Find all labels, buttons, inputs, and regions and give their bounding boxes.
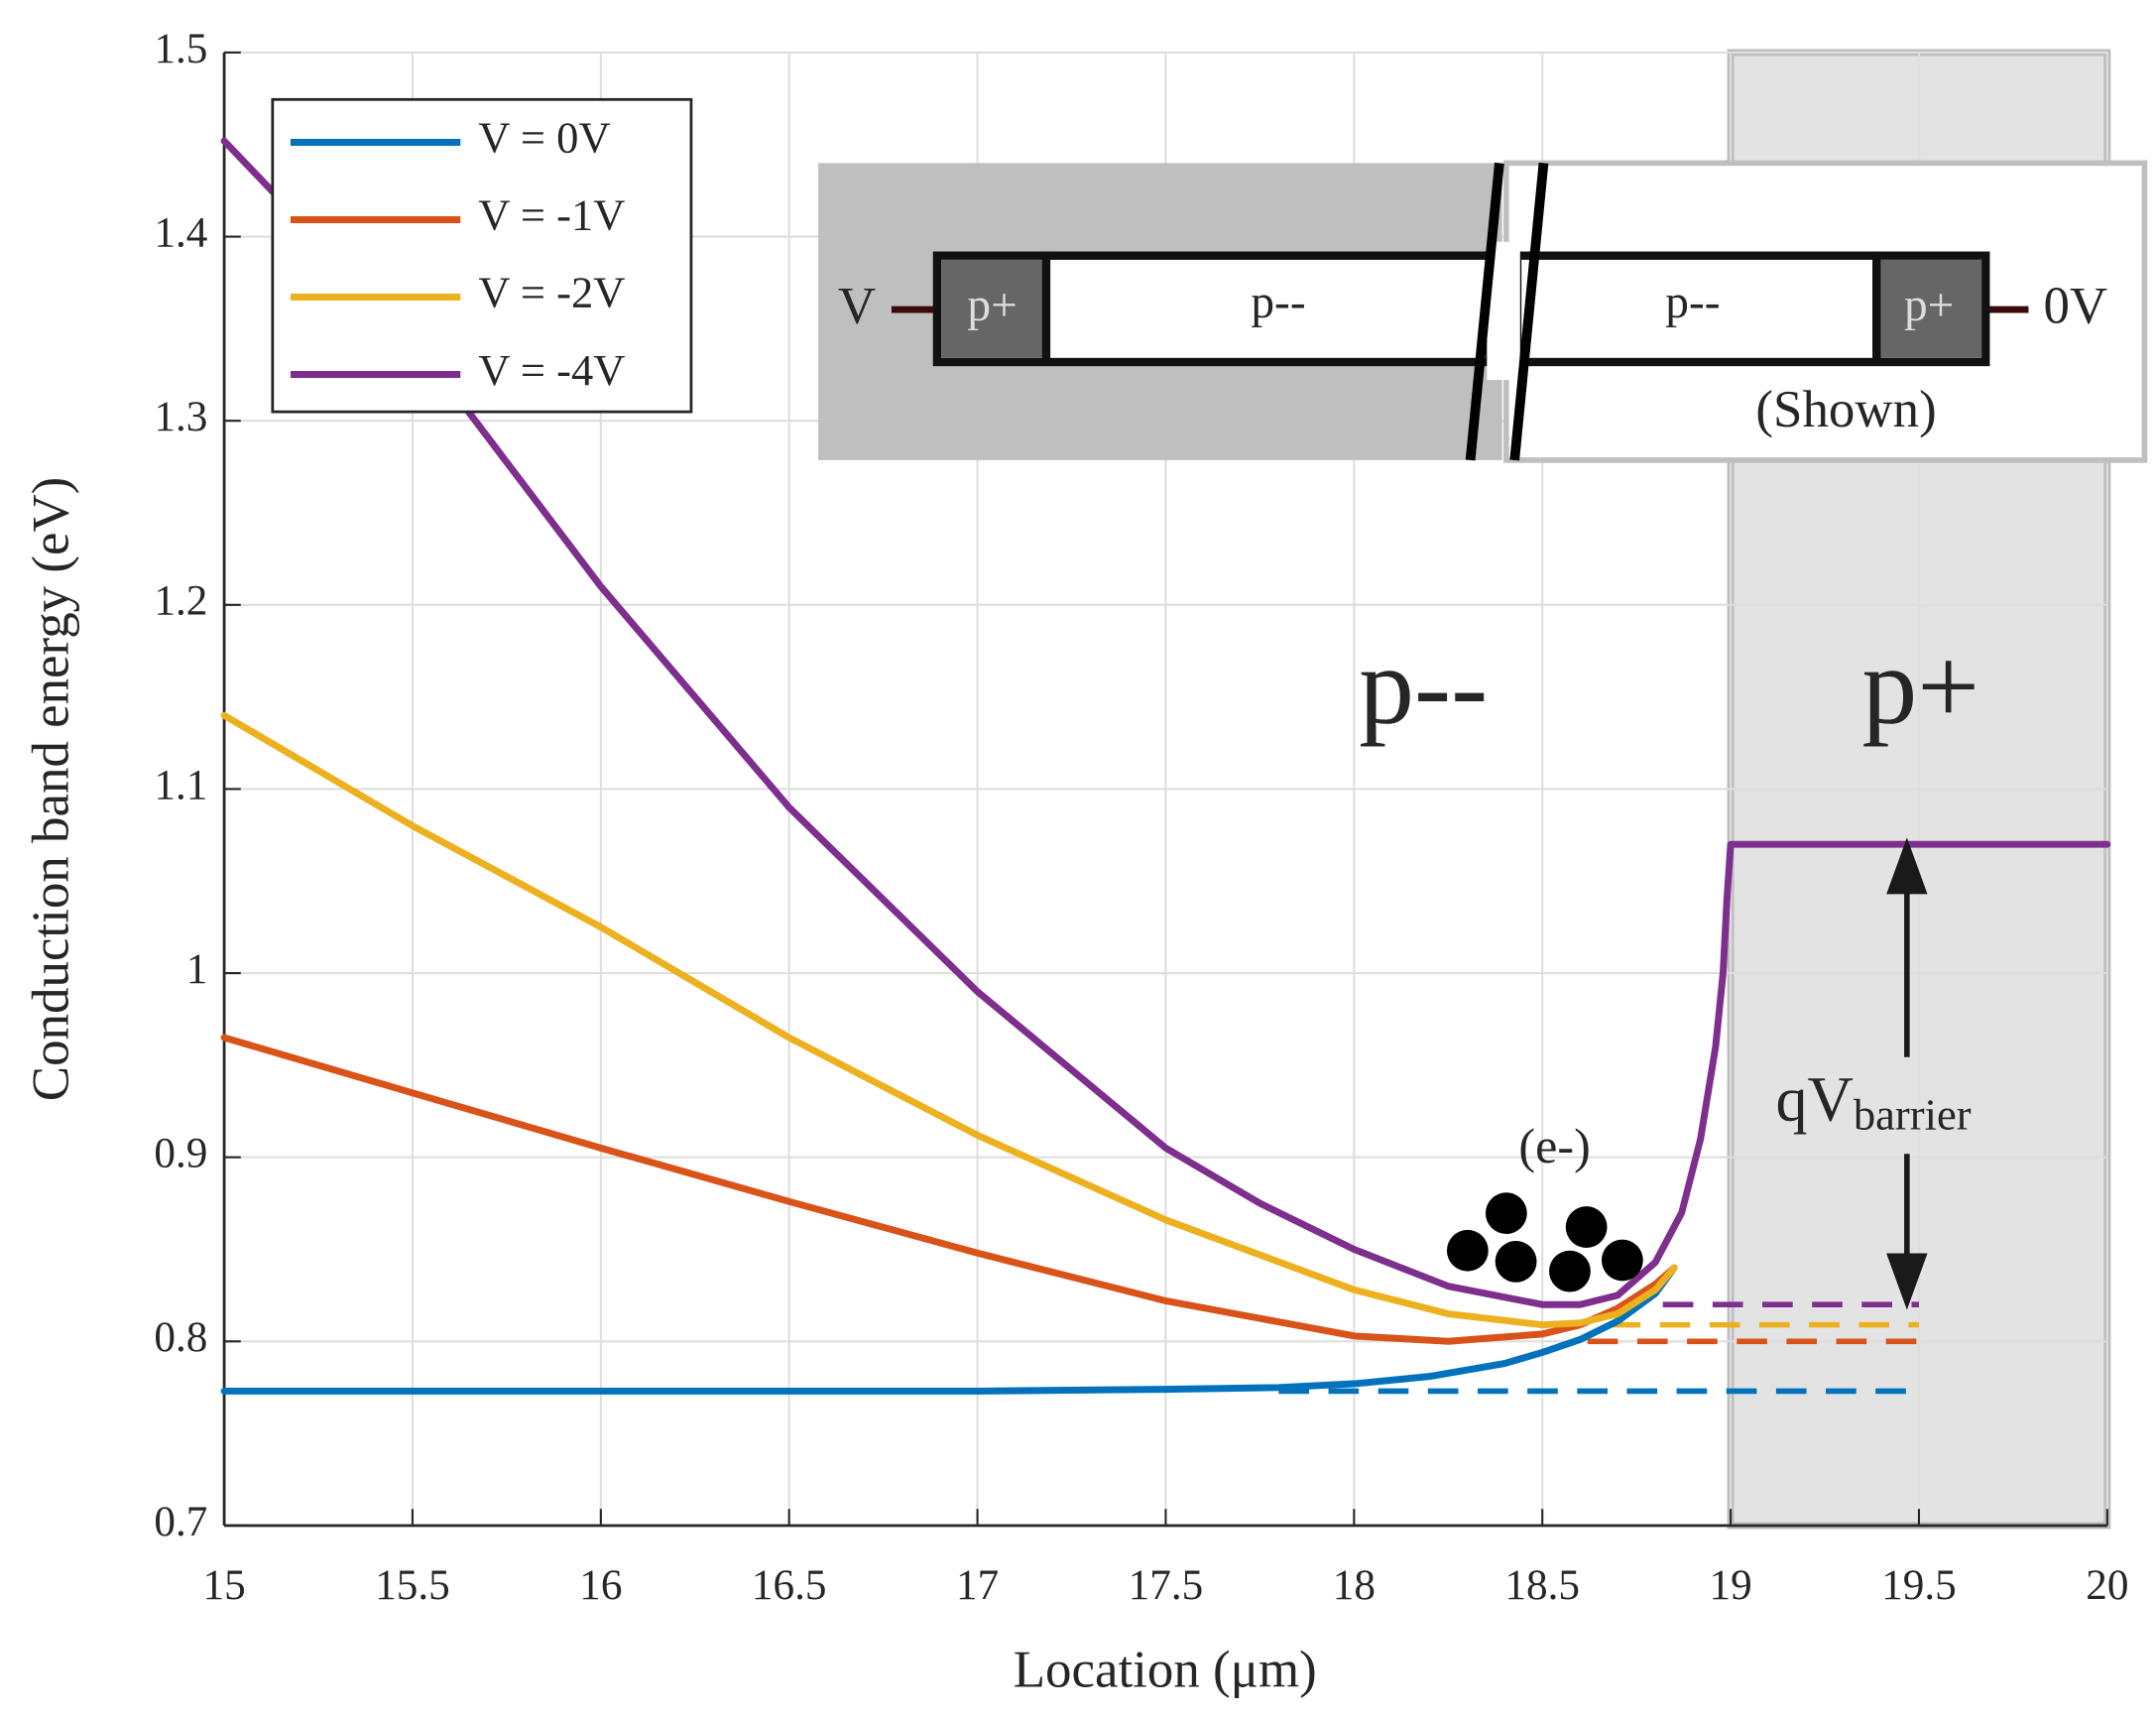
x-tick-label: 19 xyxy=(1710,1562,1752,1609)
inset-label: p+ xyxy=(967,280,1017,331)
x-tick-label: 17.5 xyxy=(1129,1562,1204,1609)
legend-label: V = 0V xyxy=(478,113,610,163)
y-tick-label: 1.2 xyxy=(154,578,207,625)
inset-label: p-- xyxy=(1665,277,1720,328)
x-tick-label: 18.5 xyxy=(1504,1562,1580,1609)
inset-label: V xyxy=(838,278,876,335)
x-tick-label: 16 xyxy=(579,1562,622,1609)
barrier-subscript: barrier xyxy=(1854,1090,1972,1140)
x-tick-label: 18 xyxy=(1333,1562,1376,1609)
inset: V p+ p-- p-- p+ 0V (Shown) xyxy=(818,160,2148,463)
legend-label: V = -2V xyxy=(478,268,625,317)
region-label: p+ xyxy=(1861,626,1979,748)
electron xyxy=(1485,1192,1527,1235)
lines-layer xyxy=(220,137,2111,1395)
break-mark xyxy=(1465,162,1504,461)
legend-label: V = -4V xyxy=(478,345,625,395)
y-tick-label: 1.3 xyxy=(154,394,207,440)
x-tick-label: 17 xyxy=(956,1562,999,1609)
inset-label: p+ xyxy=(1904,280,1954,331)
electron xyxy=(1549,1250,1591,1292)
x-tick-label: 20 xyxy=(2086,1562,2128,1609)
contact-left xyxy=(941,259,1046,358)
electron-label: (e-) xyxy=(1518,1118,1590,1173)
inset-caption: (Shown) xyxy=(1755,381,1936,438)
electron xyxy=(1565,1206,1608,1248)
y-tick-label: 0.7 xyxy=(154,1499,207,1545)
legend-label: V = -1V xyxy=(478,190,625,240)
inset-label: 0V xyxy=(2043,278,2107,335)
x-tick-label: 19.5 xyxy=(1881,1562,1957,1609)
x-tick-label: 15 xyxy=(202,1562,245,1609)
legend-box xyxy=(271,97,693,414)
arrow-head xyxy=(1886,837,1928,895)
electron xyxy=(1446,1229,1489,1272)
x-tick-label: 15.5 xyxy=(375,1562,450,1609)
y-tick-label: 1.4 xyxy=(154,209,207,256)
region-label: p-- xyxy=(1359,626,1488,748)
x-axis-label: Location (μm) xyxy=(1014,1642,1317,1699)
y-axis-label: Conduction band energy (eV) xyxy=(22,477,79,1102)
x-tick-label: 16.5 xyxy=(752,1562,827,1609)
barrier-main: qV xyxy=(1776,1063,1854,1134)
break-mark xyxy=(1509,162,1549,461)
y-tick-label: 0.9 xyxy=(154,1131,207,1177)
electron xyxy=(1495,1240,1537,1283)
electron xyxy=(1601,1239,1643,1282)
contact-right xyxy=(1876,259,1982,358)
y-tick-label: 1.5 xyxy=(154,26,207,72)
series-line xyxy=(220,137,2111,1308)
series-line xyxy=(220,711,1678,1329)
electrons xyxy=(1446,1192,1643,1292)
barrier-arrow xyxy=(1886,837,1928,1310)
y-tick-label: 0.8 xyxy=(154,1314,207,1361)
inset-label: p-- xyxy=(1251,277,1305,328)
arrow-head xyxy=(1886,1253,1928,1310)
barrier-label: qVbarrier xyxy=(1776,1063,1972,1139)
legend: V = 0V V = -1V V = -2V V = -4V xyxy=(271,97,693,414)
y-tick-label: 1.1 xyxy=(154,762,207,808)
y-tick-label: 1 xyxy=(186,946,208,993)
series-line xyxy=(220,1034,1678,1345)
series-line xyxy=(220,1264,1678,1395)
